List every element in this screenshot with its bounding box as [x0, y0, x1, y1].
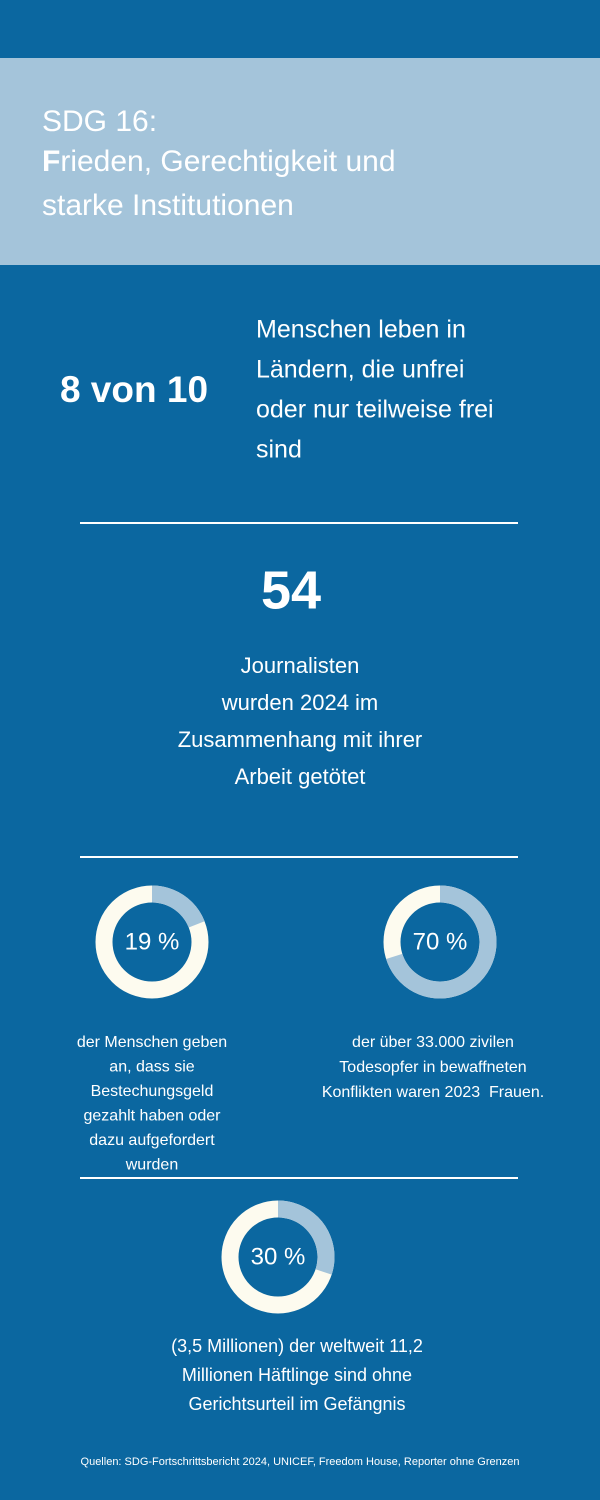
header-band — [0, 58, 600, 265]
donut-caption: Millionen Häftlinge sind ohne — [182, 1365, 412, 1385]
stat-text: Menschen leben in — [256, 316, 466, 344]
donut-caption: Bestechungsgeld — [91, 1083, 214, 1100]
donut-caption: gezahlt haben oder — [84, 1108, 222, 1125]
donut-caption: Todesopfer in bewaffneten — [339, 1059, 526, 1076]
donut-caption: dazu aufgefordert — [89, 1132, 215, 1149]
donut-caption: an, dass sie — [109, 1059, 194, 1076]
stat-value: 54 — [261, 560, 321, 620]
donut-arc — [221, 1200, 335, 1314]
stat-text: Zusammenhang mit ihrer — [178, 727, 423, 752]
donut-arc — [383, 885, 497, 999]
stat-value: 8 von 10 — [60, 369, 208, 410]
donut-caption: der über 33.000 zivilen — [352, 1034, 514, 1051]
stat-text: Ländern, die unfrei — [256, 356, 464, 384]
stat-text: sind — [256, 436, 302, 464]
donut-caption: der Menschen geben — [77, 1034, 227, 1051]
donut-caption: (3,5 Millionen) der weltweit 11,2 — [171, 1336, 423, 1356]
stat-text: Arbeit getötet — [235, 764, 366, 789]
donut-caption: Gerichtsurteil im Gefängnis — [188, 1394, 405, 1414]
stat-text: Journalisten — [241, 653, 360, 678]
donut-caption: wurden — [125, 1157, 178, 1174]
sources: Quellen: SDG-Fortschrittsbericht 2024, U… — [81, 1456, 520, 1468]
stat-text: oder nur teilweise frei — [256, 396, 494, 424]
donut-caption: Konflikten waren 2023 Frauen. — [322, 1084, 544, 1101]
title-line: Frieden, Gerechtigkeit und — [42, 145, 396, 178]
stat-text: wurden 2024 im — [221, 690, 379, 715]
donut-label: 30 % — [251, 1243, 306, 1270]
donut-arc — [95, 885, 209, 999]
donut-label: 70 % — [413, 928, 468, 955]
donut-label: 19 % — [125, 928, 180, 955]
title-line: SDG 16: — [42, 105, 158, 138]
title-line: starke Institutionen — [42, 189, 294, 222]
